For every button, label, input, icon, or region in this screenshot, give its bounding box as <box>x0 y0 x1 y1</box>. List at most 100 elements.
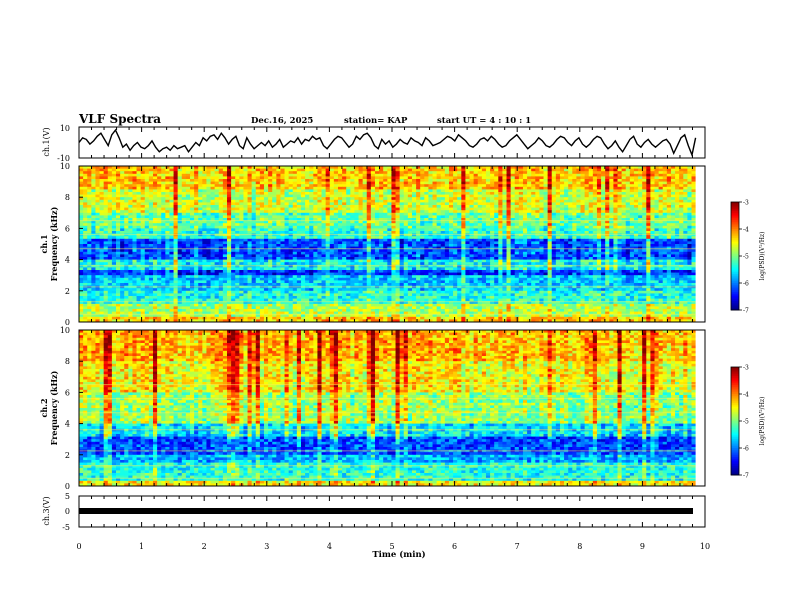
spectrogram-cell <box>379 194 384 198</box>
spectrogram-cell <box>407 228 413 232</box>
spectrogram-cell <box>568 238 573 242</box>
spectrogram-cell <box>547 246 553 250</box>
spectrogram-cell <box>477 205 483 208</box>
spectrogram-cell <box>276 179 281 182</box>
spectrogram-cell <box>185 176 191 180</box>
spectrogram-cell <box>584 168 590 172</box>
spectrogram-cell <box>481 186 487 190</box>
spectrogram-cell <box>383 220 388 224</box>
spectrogram-cell <box>247 218 253 221</box>
spectrogram-cell <box>601 189 606 193</box>
spectrogram-cell <box>596 181 602 185</box>
spectrogram-cell <box>222 246 228 250</box>
spectrogram-cell <box>107 171 113 175</box>
spectrogram-cell <box>140 231 146 234</box>
spectrogram-cell <box>683 202 688 206</box>
spectrogram-cell <box>263 236 269 240</box>
spectrogram-cell <box>247 207 253 211</box>
spectrogram-cell <box>313 231 318 234</box>
spectrogram-cell <box>506 231 512 234</box>
spectrogram-cell <box>317 236 322 240</box>
spectrogram-cell <box>675 202 680 206</box>
spectrogram-cell <box>79 197 84 201</box>
spectrogram-cell <box>457 220 462 224</box>
spectrogram-cell <box>268 249 273 253</box>
spectrogram-cell <box>395 186 401 190</box>
spectrogram-cell <box>317 241 322 245</box>
spectrogram-cell <box>263 212 269 216</box>
spectrogram-cell <box>539 249 544 253</box>
spectrogram-cell <box>642 197 647 201</box>
spectrogram-cell <box>173 192 179 195</box>
spectrogram-cell <box>428 207 433 211</box>
spectrogram-cell <box>370 220 376 224</box>
spectrogram-cell <box>173 244 179 247</box>
spectrogram-cell <box>107 202 113 206</box>
spectrogram-cell <box>522 176 528 180</box>
spectrogram-cell <box>157 184 162 188</box>
spectrogram-cell <box>444 246 450 250</box>
spectrogram-cell <box>399 173 405 177</box>
spectrogram-cell <box>83 246 88 250</box>
spectrogram-cell <box>218 249 224 253</box>
spectrogram-cell <box>140 202 146 206</box>
spectrogram-cell <box>387 244 392 247</box>
spectrogram-cell <box>444 166 450 169</box>
spectrogram-cell <box>120 223 125 227</box>
spectrogram-cell <box>243 241 248 245</box>
spectrogram-cell <box>116 192 121 195</box>
spectrogram-cell <box>494 212 499 216</box>
spectrogram-cell <box>91 231 96 234</box>
spectrogram-cell <box>453 181 458 185</box>
spectrogram-cell <box>91 207 96 211</box>
spectrogram-cell <box>453 171 458 175</box>
spectrogram-cell <box>161 212 166 216</box>
spectrogram-cell <box>609 184 614 188</box>
spectrogram-cell <box>490 181 495 185</box>
spectrogram-cell <box>296 249 302 253</box>
spectrogram-cell <box>403 241 409 245</box>
spectrogram-cell <box>543 179 549 182</box>
spectrogram-cell <box>358 244 364 247</box>
spectrogram-cell <box>206 197 211 201</box>
spectrogram-cell <box>317 192 322 195</box>
spectrogram-cell <box>157 194 162 198</box>
spectrogram-cell <box>296 236 302 240</box>
spectrogram-cell <box>588 231 594 234</box>
spectrogram-cell <box>161 197 166 201</box>
spectrogram-cell <box>300 184 306 188</box>
spectrogram-cell <box>243 199 248 203</box>
spectrogram-cell <box>206 168 211 172</box>
spectrogram-cell <box>564 218 569 221</box>
spectrogram-cell <box>629 249 635 253</box>
spectrogram-cell <box>124 207 129 211</box>
spectrogram-cell <box>605 179 610 182</box>
spectrogram-cell <box>629 228 635 232</box>
spectrogram-cell <box>576 176 581 180</box>
spectrogram-cell <box>358 241 364 245</box>
spectrogram-cell <box>662 223 668 227</box>
spectrogram-cell <box>625 210 631 214</box>
spectrogram-cell <box>259 176 265 180</box>
spectrogram-cell <box>531 192 536 195</box>
spectrogram-cell <box>313 246 318 250</box>
spectrogram-cell <box>103 197 109 201</box>
spectrogram-cell <box>596 246 602 250</box>
spectrogram-cell <box>161 199 166 203</box>
spectrogram-cell <box>625 225 631 229</box>
ch1-ytick-top: 10 <box>60 124 70 133</box>
spectrogram-cell <box>79 184 84 188</box>
spectrogram-cell <box>144 171 150 175</box>
spectrogram-cell <box>276 218 281 221</box>
spectrogram-cell <box>469 202 475 206</box>
spectrogram-cell <box>136 215 142 219</box>
spectrogram-cell <box>358 207 364 211</box>
spectrogram-cell <box>259 171 265 175</box>
spectrogram-cell <box>243 202 248 206</box>
spectrogram-cell <box>576 215 581 219</box>
spectrogram-cell <box>116 173 121 177</box>
spectrogram-cell <box>551 197 557 201</box>
spectrogram-cell <box>165 244 170 247</box>
spectrogram-cell <box>440 246 446 250</box>
spectrogram-cell <box>321 225 327 229</box>
